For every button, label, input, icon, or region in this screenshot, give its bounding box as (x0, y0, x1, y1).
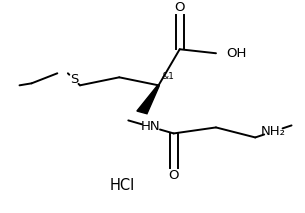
Text: O: O (168, 169, 179, 182)
Text: &1: &1 (162, 72, 174, 81)
Text: O: O (174, 1, 185, 14)
Text: S: S (70, 73, 78, 86)
Text: HCl: HCl (110, 178, 135, 193)
Text: HN: HN (141, 120, 161, 133)
Polygon shape (137, 85, 160, 114)
Text: OH: OH (227, 47, 247, 60)
Text: NH₂: NH₂ (261, 125, 286, 138)
